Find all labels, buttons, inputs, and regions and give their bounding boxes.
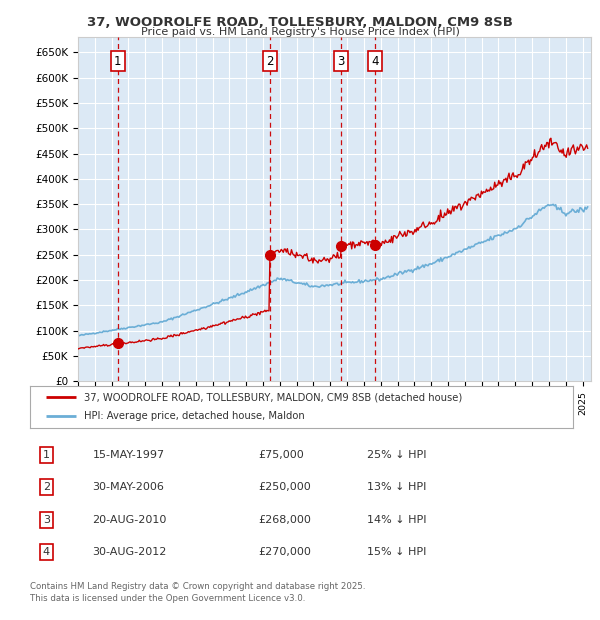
Text: 25% ↓ HPI: 25% ↓ HPI xyxy=(367,450,426,460)
Text: 37, WOODROLFE ROAD, TOLLESBURY, MALDON, CM9 8SB: 37, WOODROLFE ROAD, TOLLESBURY, MALDON, … xyxy=(87,16,513,29)
Text: Contains HM Land Registry data © Crown copyright and database right 2025.: Contains HM Land Registry data © Crown c… xyxy=(30,582,365,591)
Text: 4: 4 xyxy=(371,55,379,68)
Text: £270,000: £270,000 xyxy=(258,547,311,557)
Text: 37, WOODROLFE ROAD, TOLLESBURY, MALDON, CM9 8SB (detached house): 37, WOODROLFE ROAD, TOLLESBURY, MALDON, … xyxy=(85,392,463,402)
Text: 20-AUG-2010: 20-AUG-2010 xyxy=(92,515,167,525)
Text: £75,000: £75,000 xyxy=(258,450,304,460)
Text: 15-MAY-1997: 15-MAY-1997 xyxy=(92,450,164,460)
Text: 14% ↓ HPI: 14% ↓ HPI xyxy=(367,515,426,525)
Text: HPI: Average price, detached house, Maldon: HPI: Average price, detached house, Mald… xyxy=(85,412,305,422)
Text: 13% ↓ HPI: 13% ↓ HPI xyxy=(367,482,426,492)
Text: 3: 3 xyxy=(43,515,50,525)
Text: £250,000: £250,000 xyxy=(258,482,311,492)
Text: 2: 2 xyxy=(43,482,50,492)
Text: 1: 1 xyxy=(43,450,50,460)
Text: 15% ↓ HPI: 15% ↓ HPI xyxy=(367,547,426,557)
Text: 3: 3 xyxy=(337,55,345,68)
Text: Price paid vs. HM Land Registry's House Price Index (HPI): Price paid vs. HM Land Registry's House … xyxy=(140,27,460,37)
Text: 30-MAY-2006: 30-MAY-2006 xyxy=(92,482,164,492)
Text: 2: 2 xyxy=(266,55,274,68)
Text: 1: 1 xyxy=(114,55,122,68)
Text: 30-AUG-2012: 30-AUG-2012 xyxy=(92,547,167,557)
Text: £268,000: £268,000 xyxy=(258,515,311,525)
Text: This data is licensed under the Open Government Licence v3.0.: This data is licensed under the Open Gov… xyxy=(30,594,305,603)
Text: 4: 4 xyxy=(43,547,50,557)
